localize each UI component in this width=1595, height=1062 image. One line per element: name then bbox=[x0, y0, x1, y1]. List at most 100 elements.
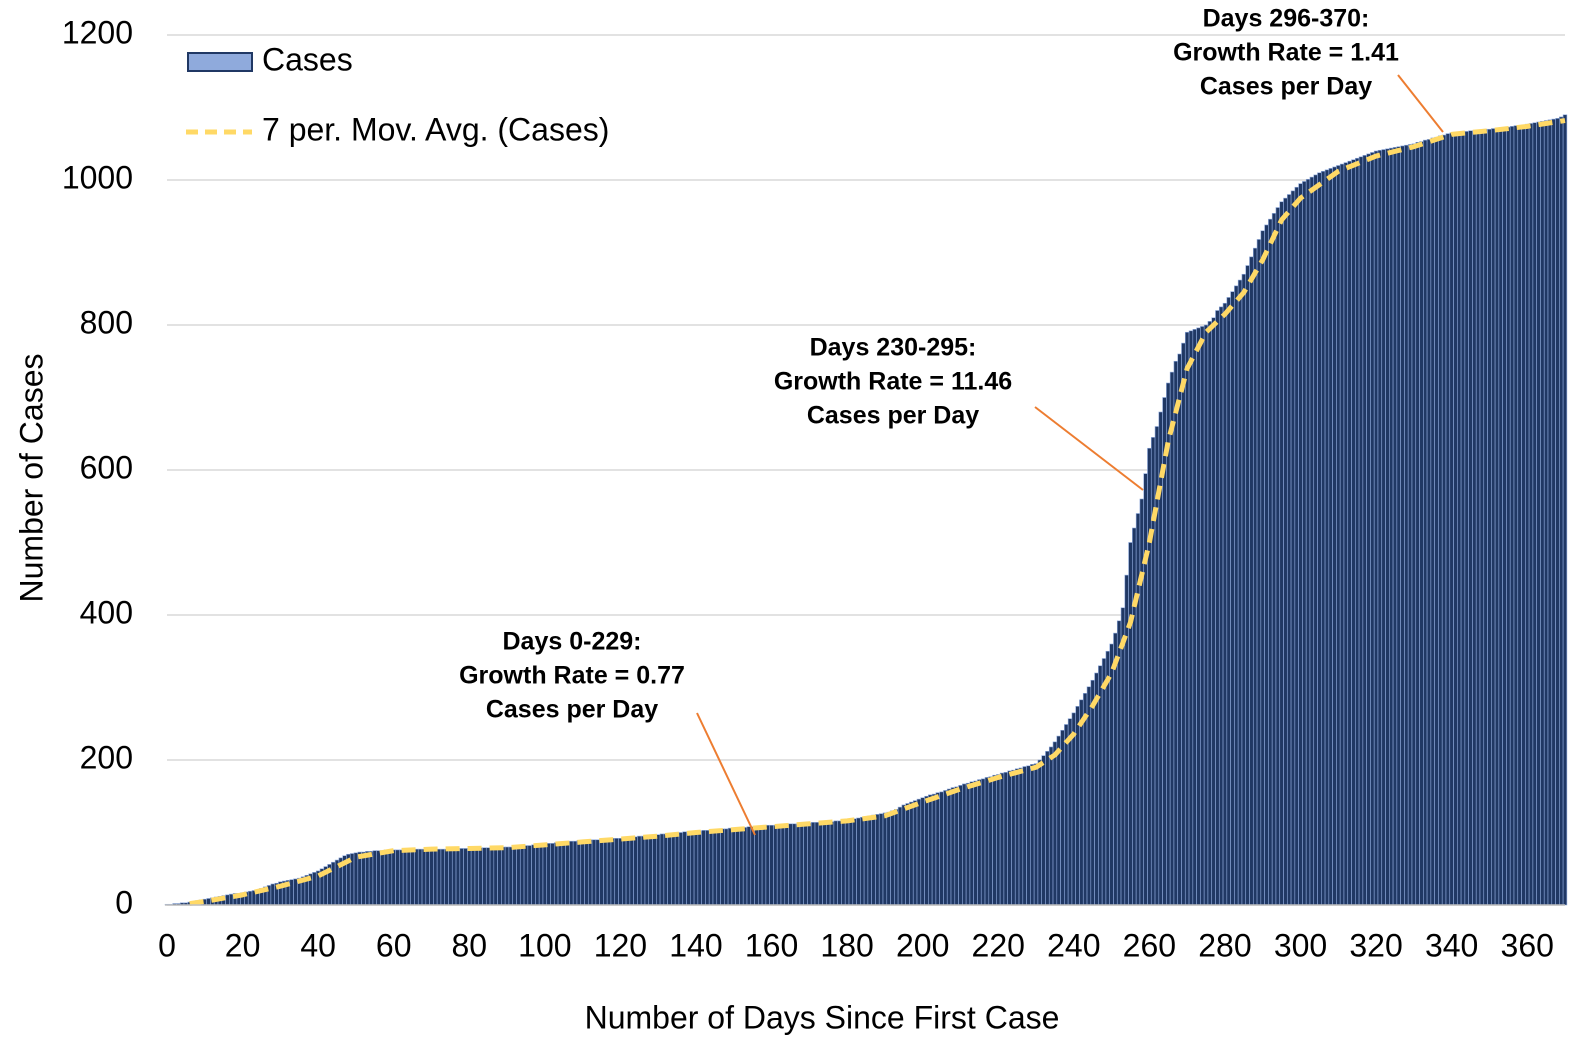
bar bbox=[1464, 131, 1469, 906]
bar bbox=[229, 893, 234, 906]
bar bbox=[829, 821, 835, 906]
bar bbox=[493, 847, 498, 906]
bar bbox=[1328, 168, 1333, 906]
bar bbox=[731, 827, 736, 906]
bar bbox=[421, 848, 427, 906]
bar bbox=[969, 781, 974, 906]
annotation-leader bbox=[696, 712, 756, 836]
bar bbox=[1018, 767, 1024, 906]
bar bbox=[610, 837, 616, 906]
bar bbox=[467, 848, 472, 906]
bar bbox=[1339, 163, 1345, 906]
bar bbox=[720, 828, 725, 906]
bar bbox=[1067, 718, 1073, 906]
bar bbox=[429, 848, 434, 906]
bar bbox=[826, 821, 831, 906]
bar bbox=[1298, 183, 1303, 906]
bar bbox=[776, 824, 782, 906]
bar bbox=[504, 846, 510, 906]
legend-label: Cases bbox=[262, 41, 353, 77]
bar bbox=[901, 804, 906, 906]
bar bbox=[1559, 116, 1564, 906]
bar bbox=[750, 826, 755, 906]
bar bbox=[697, 830, 702, 906]
bar bbox=[1207, 321, 1213, 906]
x-tick-label: 280 bbox=[1198, 927, 1251, 963]
bar bbox=[293, 878, 298, 906]
bar bbox=[996, 774, 1001, 906]
bar bbox=[1392, 147, 1398, 906]
bar bbox=[897, 806, 903, 906]
bar bbox=[1166, 382, 1171, 906]
bar bbox=[1385, 148, 1390, 906]
bar bbox=[780, 824, 786, 906]
bar bbox=[1079, 699, 1084, 906]
bar bbox=[682, 831, 687, 906]
bar bbox=[1101, 658, 1107, 906]
bar bbox=[1026, 765, 1031, 906]
bar bbox=[527, 845, 532, 906]
x-tick-label: 180 bbox=[820, 927, 873, 963]
bar bbox=[1313, 174, 1318, 906]
bar bbox=[1400, 145, 1405, 906]
bar bbox=[1389, 147, 1394, 906]
bar bbox=[557, 842, 563, 906]
bar bbox=[950, 787, 956, 906]
bar bbox=[758, 825, 763, 906]
y-tick-label: 1000 bbox=[62, 159, 133, 195]
bar bbox=[875, 814, 880, 906]
bar bbox=[1521, 124, 1526, 906]
bar bbox=[1011, 769, 1016, 906]
bar bbox=[1543, 120, 1549, 906]
bar bbox=[542, 843, 548, 906]
x-tick-label: 140 bbox=[669, 927, 722, 963]
bar bbox=[769, 824, 774, 906]
bar bbox=[784, 824, 789, 906]
bar bbox=[754, 826, 759, 906]
bar bbox=[618, 837, 623, 906]
bar bbox=[1007, 770, 1012, 906]
bar bbox=[406, 849, 412, 906]
bar bbox=[538, 843, 544, 906]
bar bbox=[247, 890, 253, 906]
bar bbox=[1411, 143, 1417, 906]
bar bbox=[387, 849, 393, 906]
y-tick-label: 800 bbox=[80, 304, 133, 340]
bar bbox=[433, 848, 438, 906]
bar bbox=[485, 847, 491, 906]
bar bbox=[1045, 750, 1050, 906]
bar bbox=[674, 832, 680, 906]
bar bbox=[935, 792, 940, 906]
bar bbox=[550, 843, 555, 906]
bar bbox=[436, 848, 442, 906]
bar bbox=[459, 848, 464, 906]
bar bbox=[1472, 130, 1477, 906]
bar bbox=[1086, 686, 1092, 906]
bar bbox=[1532, 122, 1537, 906]
bar bbox=[882, 812, 888, 906]
bar bbox=[1479, 129, 1485, 906]
bar bbox=[1302, 181, 1307, 906]
bar bbox=[648, 835, 653, 906]
bar bbox=[289, 879, 294, 906]
bar bbox=[1184, 331, 1190, 906]
bar bbox=[1056, 735, 1061, 906]
bar bbox=[1234, 285, 1239, 906]
bar bbox=[448, 848, 453, 906]
bar bbox=[1275, 207, 1281, 906]
bar bbox=[988, 776, 993, 906]
bar bbox=[814, 822, 820, 906]
moving-average-line bbox=[189, 118, 1566, 907]
annotation-text: Days 0-229: bbox=[503, 628, 642, 656]
bar bbox=[912, 800, 918, 906]
bar bbox=[1377, 149, 1383, 906]
y-tick-label: 200 bbox=[80, 739, 133, 775]
bar bbox=[470, 848, 476, 906]
bar bbox=[931, 793, 937, 906]
bar bbox=[270, 883, 275, 906]
bar bbox=[860, 816, 865, 906]
bar bbox=[425, 848, 430, 906]
bar bbox=[962, 783, 967, 906]
bar bbox=[807, 822, 812, 906]
bar bbox=[1332, 166, 1337, 906]
